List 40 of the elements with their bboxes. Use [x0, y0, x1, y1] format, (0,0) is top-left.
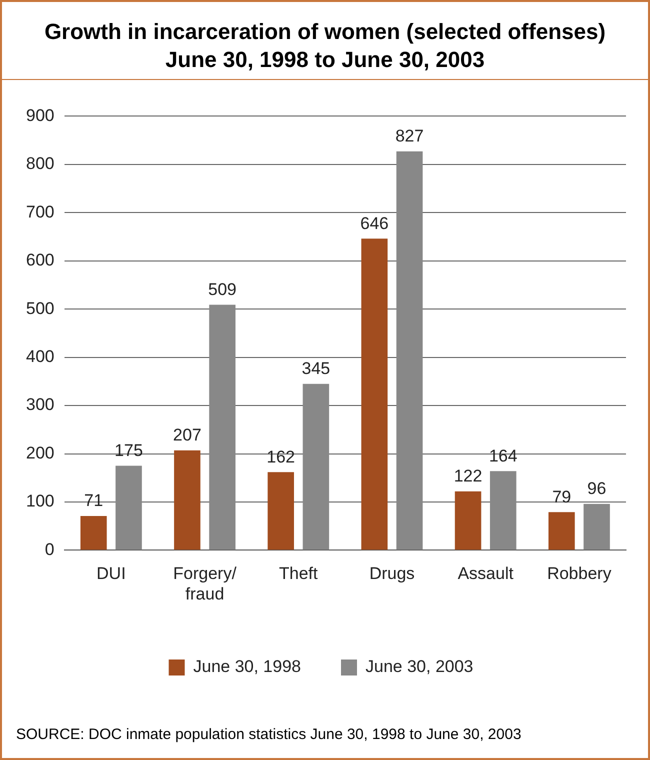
bar	[490, 471, 516, 550]
x-tick-label: Forgery/ fraud	[173, 564, 237, 604]
bar	[209, 304, 236, 550]
bar	[361, 238, 388, 550]
data-label: 79	[552, 487, 572, 506]
chart-title: Growth in incarceration of women (selected offenses) June 30, 1998 to June 30, 2003	[2, 2, 648, 80]
source-note: SOURCE: DOC inmate population statistics June 30, 1998 to June 30, 2003	[16, 726, 522, 743]
data-label: 509	[208, 280, 237, 299]
legend-label: June 30, 2003	[366, 657, 474, 676]
y-tick-label: 900	[26, 106, 54, 125]
bar	[454, 491, 482, 550]
data-label: 96	[587, 479, 606, 498]
legend-label: June 30, 1998	[193, 657, 302, 676]
bar	[116, 466, 142, 550]
data-label: 122	[454, 466, 482, 486]
x-tick-label: Drugs	[369, 564, 415, 584]
bar	[302, 384, 330, 550]
y-tick-label: 700	[26, 202, 54, 222]
y-tick-label: 0	[44, 540, 54, 559]
bar	[80, 516, 107, 550]
bar	[396, 151, 423, 550]
x-tick-label: DUI	[96, 564, 126, 584]
data-label: 827	[395, 126, 424, 146]
y-tick-label: 600	[26, 250, 54, 270]
y-tick-label: 800	[26, 154, 54, 174]
y-tick-label: 300	[26, 395, 54, 414]
x-tick-label: Robbery	[547, 564, 612, 584]
y-tick-label: 500	[26, 298, 54, 318]
y-tick-label: 100	[26, 492, 54, 511]
bar	[548, 512, 575, 550]
y-tick-label: 400	[26, 347, 54, 366]
x-tick-label: Theft	[279, 564, 318, 584]
data-label: 345	[302, 359, 330, 378]
data-label: 646	[360, 214, 389, 233]
y-tick-label: 200	[26, 443, 54, 462]
data-label: 207	[173, 426, 202, 445]
x-tick-label: Assault	[458, 564, 514, 584]
bar	[174, 450, 200, 550]
bar	[584, 504, 610, 550]
bar	[268, 472, 294, 550]
